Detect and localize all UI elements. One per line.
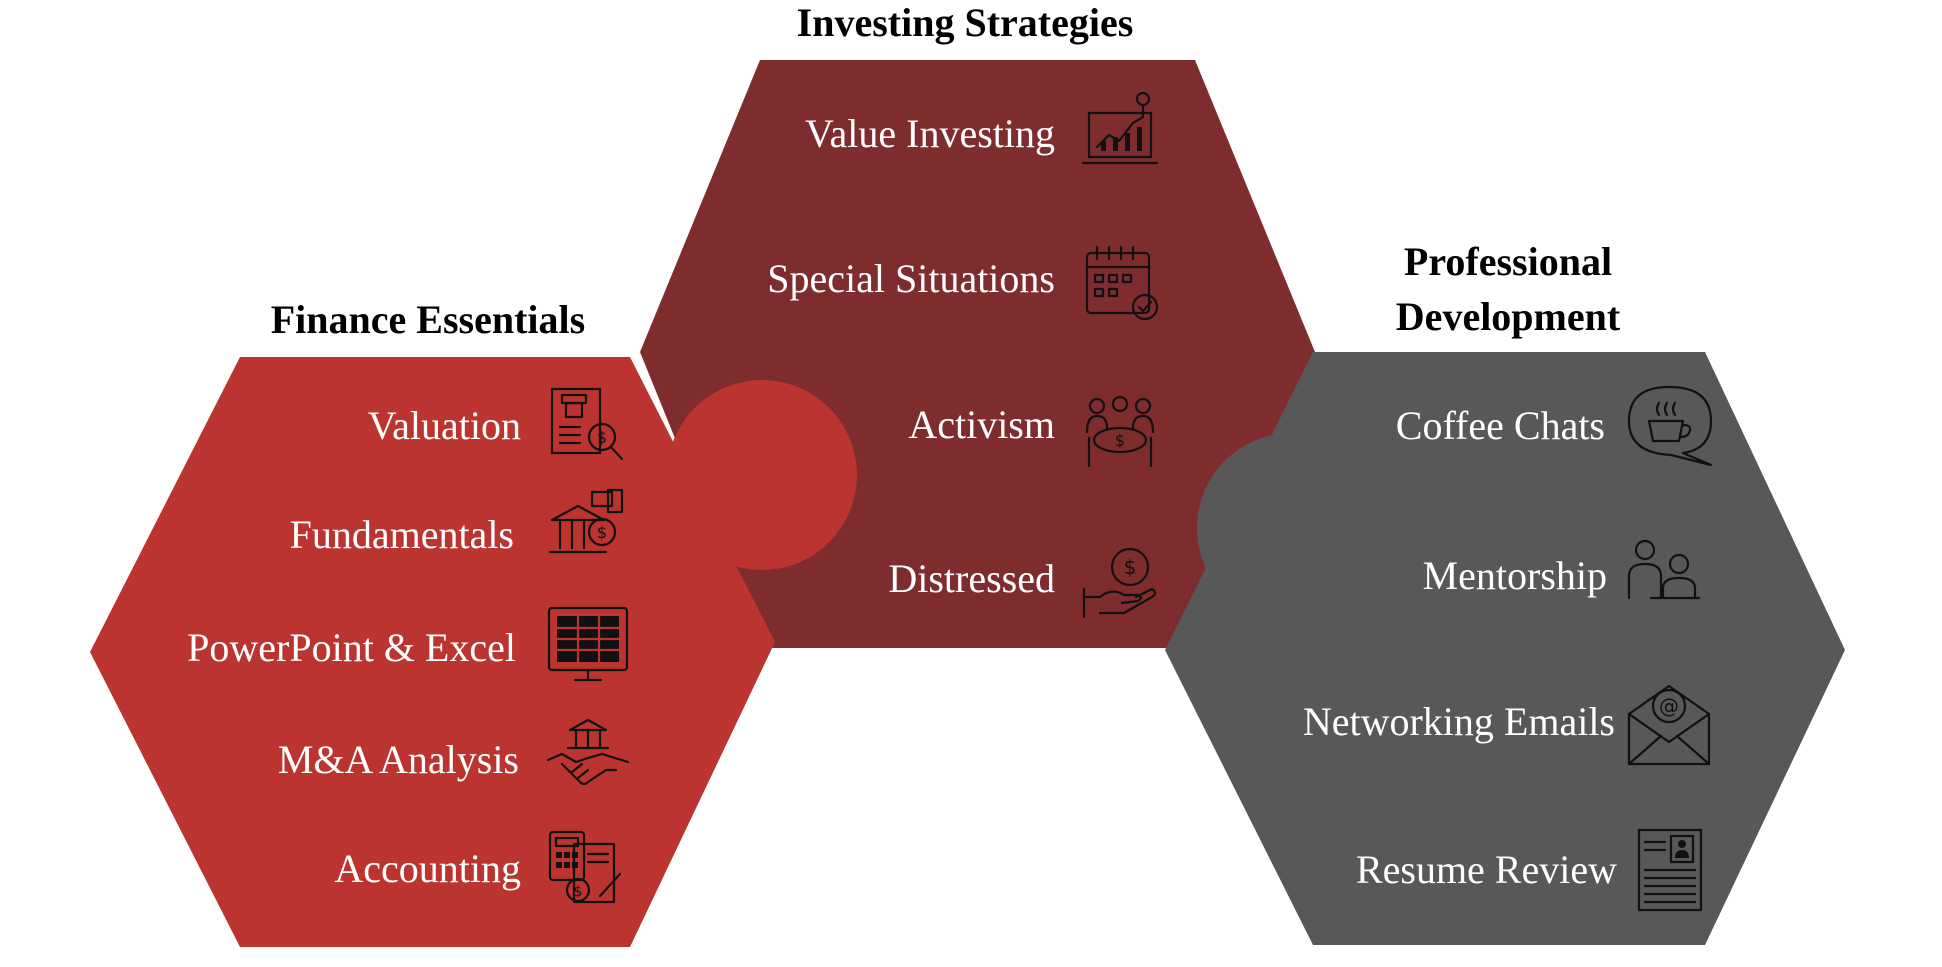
calculator-invoice-icon: $ bbox=[548, 830, 622, 904]
list-item-label: M&A Analysis bbox=[278, 737, 519, 782]
professional-title-line1: Professional bbox=[1404, 239, 1612, 284]
professional-hexagon bbox=[1165, 352, 1845, 945]
finance-connector-tab bbox=[667, 380, 857, 570]
laptop-growth-chart-icon bbox=[1081, 91, 1159, 165]
list-item-label: Coffee Chats bbox=[1396, 403, 1605, 448]
handshake-bank-icon bbox=[546, 718, 630, 786]
email-at-envelope-icon: @ bbox=[1627, 684, 1711, 766]
svg-text:$: $ bbox=[1124, 555, 1137, 579]
professional-title-line2: Development bbox=[1396, 294, 1621, 339]
list-item-label: Accounting bbox=[334, 846, 521, 891]
list-item-label: Valuation bbox=[368, 403, 521, 448]
svg-text:$: $ bbox=[597, 523, 607, 542]
finance-hexagon bbox=[90, 357, 857, 947]
list-item-label: Special Situations bbox=[767, 256, 1055, 301]
calendar-check-icon bbox=[1085, 245, 1159, 321]
list-item-label: PowerPoint & Excel bbox=[187, 625, 516, 670]
resume-document-icon bbox=[1637, 828, 1703, 912]
valuation-report-magnifier-icon: $ bbox=[550, 387, 624, 461]
group-table-icon: $ bbox=[1085, 395, 1155, 468]
spreadsheet-monitor-icon bbox=[547, 606, 629, 682]
coffee-speech-bubble-icon bbox=[1627, 385, 1713, 467]
finance-title: Finance Essentials bbox=[271, 297, 585, 342]
svg-text:$: $ bbox=[574, 884, 583, 900]
list-item-label: Networking Emails bbox=[1303, 699, 1615, 744]
investing-title: Investing Strategies bbox=[797, 0, 1134, 45]
svg-text:$: $ bbox=[597, 428, 607, 447]
list-item-label: Value Investing bbox=[805, 111, 1055, 156]
svg-text:$: $ bbox=[1115, 431, 1125, 450]
professional-connector-tab bbox=[1197, 433, 1387, 623]
bank-coin-icon: $ bbox=[548, 488, 624, 554]
hand-coin-icon: $ bbox=[1082, 547, 1157, 619]
list-item-label: Distressed bbox=[888, 556, 1055, 601]
list-item-label: Resume Review bbox=[1356, 847, 1617, 892]
mentor-people-icon bbox=[1627, 539, 1701, 600]
list-item-label: Mentorship bbox=[1423, 553, 1607, 598]
list-item-label: Fundamentals bbox=[290, 512, 514, 557]
svg-text:@: @ bbox=[1659, 694, 1679, 718]
list-item-label: Activism bbox=[908, 402, 1055, 447]
